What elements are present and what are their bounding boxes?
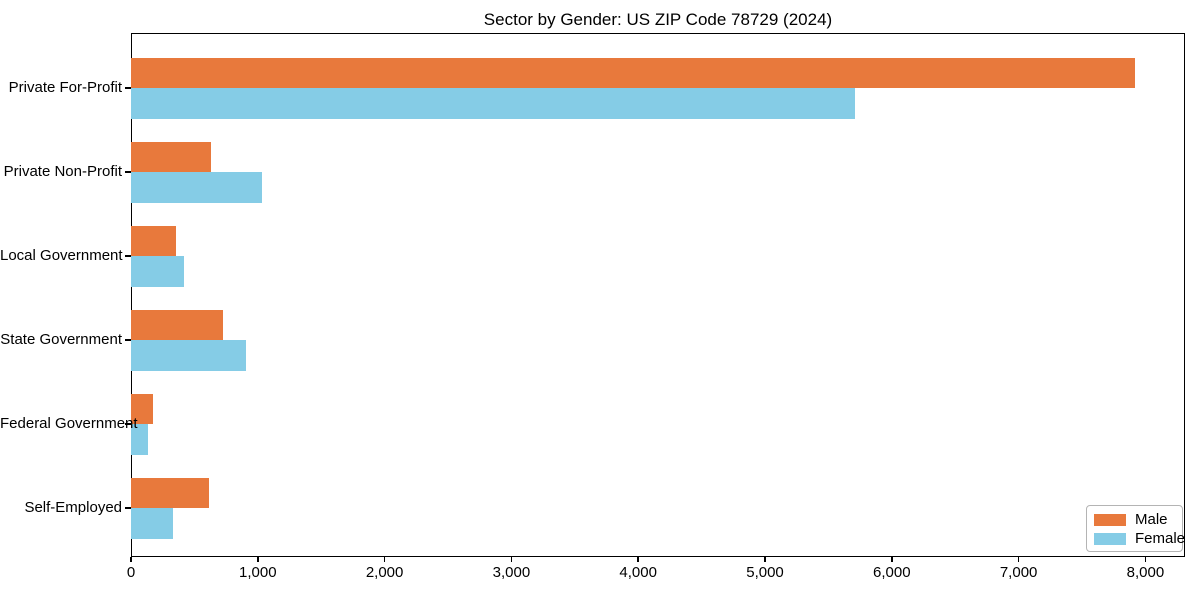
- bar-male-1: [131, 141, 211, 172]
- x-tick-mark-5: [764, 557, 766, 562]
- chart-title: Sector by Gender: US ZIP Code 78729 (202…: [483, 10, 833, 29]
- legend-swatch-male: [1094, 513, 1126, 526]
- legend-swatch-female: [1094, 532, 1126, 545]
- y-tick-label-5: Self-Employed: [24, 499, 122, 516]
- x-tick-mark-6: [891, 557, 893, 562]
- x-tick-mark-7: [1017, 557, 1020, 562]
- legend-label-female: Female: [1135, 530, 1186, 547]
- bar-male-4: [131, 393, 153, 424]
- x-tick-mark-3: [510, 557, 513, 562]
- y-tick-mark-3: [125, 339, 131, 341]
- bar-male-5: [131, 477, 209, 508]
- x-tick-label-7: 7,000: [999, 564, 1038, 581]
- x-tick-label-8: 8,000: [1126, 564, 1165, 581]
- y-tick-mark-5: [125, 507, 131, 509]
- x-tick-label-1: 1,000: [239, 564, 277, 581]
- bar-male-2: [131, 225, 177, 256]
- y-tick-label-1: Private Non-Profit: [3, 163, 122, 180]
- bar-female-3: [131, 340, 246, 371]
- legend-label-male: Male: [1135, 511, 1168, 528]
- bar-female-4: [131, 424, 148, 455]
- x-tick-mark-1: [257, 557, 259, 562]
- bar-male-3: [131, 309, 223, 340]
- x-tick-mark-2: [383, 557, 386, 562]
- y-tick-mark-1: [125, 171, 131, 173]
- x-tick-mark-8: [1144, 557, 1147, 562]
- plot-area: [131, 33, 1185, 557]
- bar-female-1: [131, 172, 262, 203]
- y-tick-label-3: State Government: [0, 331, 122, 348]
- x-tick-label-5: 5,000: [746, 564, 784, 581]
- x-tick-label-0: 0: [126, 564, 136, 581]
- y-tick-label-2: Local Government: [0, 247, 123, 264]
- bar-male-0: [131, 57, 1135, 88]
- bar-female-2: [131, 256, 184, 287]
- legend-row-female: Female: [1094, 530, 1185, 547]
- x-tick-label-6: 6,000: [873, 564, 911, 581]
- bar-female-0: [131, 88, 856, 119]
- y-tick-mark-0: [125, 87, 131, 89]
- y-tick-label-4: Federal Government: [0, 415, 138, 432]
- x-tick-label-2: 2,000: [365, 564, 404, 581]
- y-tick-mark-2: [125, 255, 131, 257]
- x-tick-mark-0: [130, 557, 132, 562]
- x-tick-mark-4: [637, 557, 639, 562]
- legend: Male Female: [1086, 505, 1185, 552]
- y-tick-mark-4: [125, 423, 131, 425]
- x-tick-label-4: 4,000: [619, 564, 657, 581]
- legend-row-male: Male: [1094, 511, 1175, 528]
- x-tick-label-3: 3,000: [492, 564, 531, 581]
- y-tick-label-0: Private For-Profit: [8, 79, 122, 96]
- bar-female-5: [131, 508, 173, 539]
